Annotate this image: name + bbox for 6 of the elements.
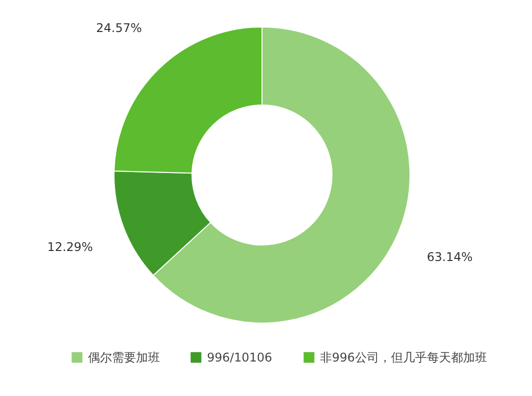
data-label: 24.57% bbox=[96, 21, 142, 36]
legend-label: 偶尔需要加班 bbox=[88, 350, 160, 364]
data-label: 12.29% bbox=[47, 240, 93, 254]
data-label: 63.14% bbox=[426, 250, 473, 264]
legend-label: 非996公司，但几乎每天都加班 bbox=[320, 350, 487, 364]
legend-label: 996/10106 bbox=[207, 350, 272, 364]
